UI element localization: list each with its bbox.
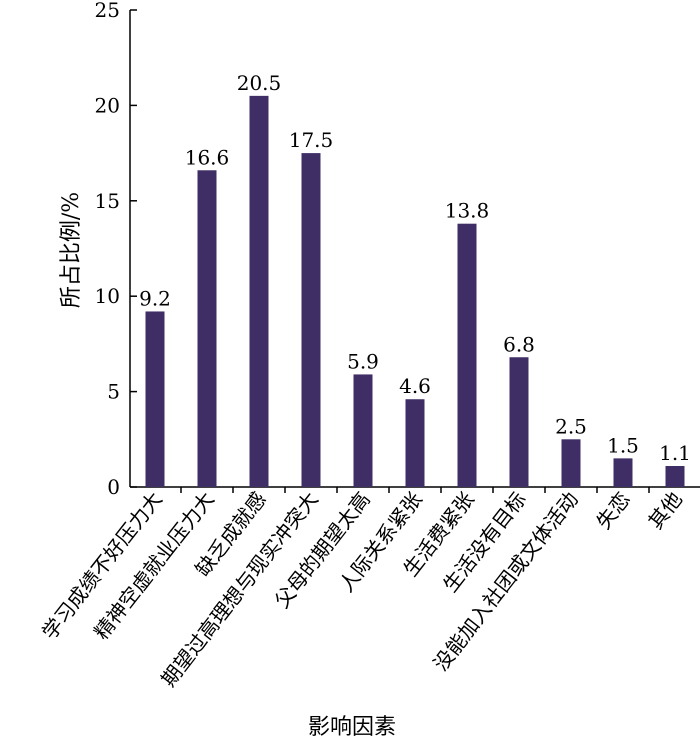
data-label: 5.9 <box>347 349 379 373</box>
data-label: 17.5 <box>289 128 334 152</box>
y-tick-label: 25 <box>95 0 120 22</box>
data-labels: 9.2 16.6 20.5 17.5 5.9 4.6 13.8 6.8 2.5 1.5 1.1 <box>139 71 691 465</box>
bar <box>665 466 685 487</box>
bar <box>561 439 581 487</box>
bar <box>353 374 373 487</box>
y-tick-label: 0 <box>107 475 120 499</box>
data-label: 2.5 <box>555 414 587 438</box>
data-label: 16.6 <box>185 145 230 169</box>
category-labels: 学习成绩不好压力大精神空虚就业压力大缺乏成就感期望过高理想与现实冲突大父母的期望… <box>37 487 687 691</box>
y-tick-label: 20 <box>95 93 120 117</box>
bars <box>145 95 685 488</box>
bar <box>301 153 321 487</box>
bar <box>509 357 529 487</box>
data-label: 20.5 <box>237 71 282 95</box>
data-label: 6.8 <box>503 332 535 356</box>
data-label: 9.2 <box>139 286 171 310</box>
bar <box>145 311 165 487</box>
y-axis-title: 所占比例/% <box>59 192 84 308</box>
y-tick-label: 10 <box>95 284 120 308</box>
y-tick-label: 15 <box>95 189 120 213</box>
bar <box>613 458 633 487</box>
y-tick-label: 5 <box>107 380 120 404</box>
category-label: 其他 <box>643 487 687 533</box>
data-label: 4.6 <box>399 374 431 398</box>
bar <box>197 170 217 487</box>
data-label: 13.8 <box>445 199 490 223</box>
bar <box>249 95 269 488</box>
data-label: 1.5 <box>607 433 639 457</box>
bar <box>457 223 477 488</box>
category-label: 失恋 <box>591 487 635 533</box>
x-axis-title: 影响因素 <box>308 715 396 740</box>
bar <box>405 399 425 487</box>
y-ticks: 0 5 10 15 20 25 <box>95 0 137 499</box>
data-label: 1.1 <box>659 441 691 465</box>
